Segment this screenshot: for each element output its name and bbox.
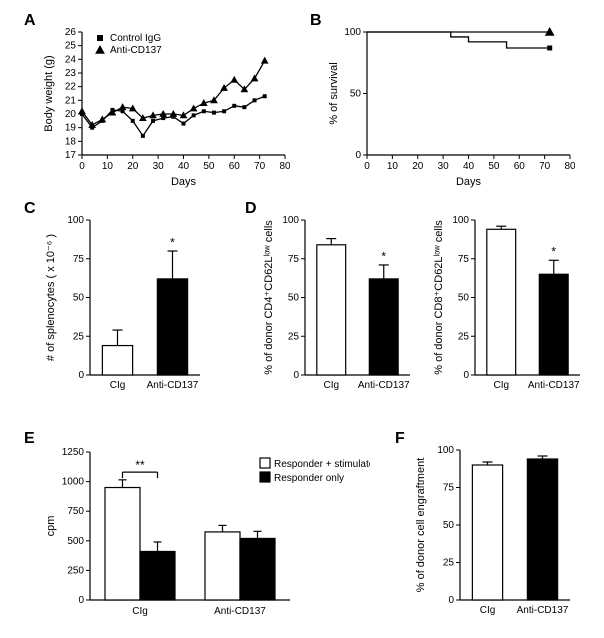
svg-text:50: 50 [443, 520, 455, 531]
svg-text:250: 250 [67, 565, 84, 576]
svg-text:23: 23 [65, 68, 77, 79]
svg-text:25: 25 [73, 331, 85, 342]
svg-text:80: 80 [279, 161, 290, 172]
svg-text:50: 50 [73, 293, 85, 304]
svg-text:*: * [551, 245, 556, 259]
svg-text:Responder + stimulator: Responder + stimulator [274, 459, 370, 470]
chart-survival: 0 10 20 30 40 50 60 70 80 0 50 100 Days % of survival [325, 20, 575, 190]
svg-text:0: 0 [448, 595, 454, 606]
svg-text:CIg: CIg [132, 606, 148, 617]
svg-text:25: 25 [65, 41, 77, 52]
svg-text:1000: 1000 [62, 477, 85, 488]
svg-text:0: 0 [364, 161, 370, 172]
svg-text:40: 40 [178, 161, 190, 172]
svg-text:60: 60 [514, 161, 526, 172]
svg-text:20: 20 [412, 161, 424, 172]
svg-text:50: 50 [458, 293, 470, 304]
svg-text:40: 40 [463, 161, 475, 172]
svg-text:21: 21 [65, 95, 77, 106]
svg-text:750: 750 [67, 506, 84, 517]
svg-text:70: 70 [254, 161, 266, 172]
svg-text:24: 24 [65, 54, 77, 65]
svg-text:# of splenocytes ( x 10⁻⁶ ): # of splenocytes ( x 10⁻⁶ ) [45, 234, 57, 361]
svg-text:CIg: CIg [110, 380, 126, 391]
svg-text:17: 17 [65, 150, 77, 161]
svg-text:Anti-CD137: Anti-CD137 [517, 605, 569, 616]
svg-text:% of survival: % of survival [328, 62, 340, 124]
svg-text:0: 0 [78, 595, 84, 606]
svg-text:*: * [381, 249, 386, 263]
svg-text:18: 18 [65, 136, 77, 147]
svg-text:CIg: CIg [480, 605, 496, 616]
svg-text:% of donor CD4⁺CD62Lˡᵒʷ cells: % of donor CD4⁺CD62Lˡᵒʷ cells [263, 220, 275, 375]
svg-text:100: 100 [437, 445, 454, 456]
svg-text:25: 25 [458, 331, 470, 342]
svg-text:50: 50 [350, 89, 362, 100]
svg-text:Days: Days [171, 176, 197, 188]
svg-text:19: 19 [65, 123, 77, 134]
svg-text:Days: Days [456, 176, 482, 188]
svg-text:0: 0 [78, 370, 84, 381]
svg-text:75: 75 [443, 483, 455, 494]
panel-label-c: C [24, 200, 36, 218]
svg-text:Anti-CD137: Anti-CD137 [214, 606, 266, 617]
svg-text:75: 75 [73, 254, 85, 265]
panel-label-f: F [395, 430, 405, 448]
chart-cd4-cd62l: 0 25 50 75 100 % of donor CD4⁺CD62Lˡᵒʷ cells C… [260, 210, 415, 410]
svg-text:10: 10 [102, 161, 114, 172]
panel-label-a: A [24, 12, 36, 30]
chart-engraftment: 0 25 50 75 100 % of donor cell engraftment CIg… [410, 440, 580, 630]
svg-text:100: 100 [282, 215, 299, 226]
svg-text:Control IgG: Control IgG [110, 33, 161, 44]
svg-text:60: 60 [229, 161, 241, 172]
panel-label-e: E [24, 430, 35, 448]
svg-text:20: 20 [127, 161, 139, 172]
svg-text:100: 100 [452, 215, 469, 226]
svg-text:1250: 1250 [62, 447, 85, 458]
chart-cd8-cd62l: 0 25 50 75 100 % of donor CD8⁺CD62Lˡᵒʷ cells C… [430, 210, 585, 410]
svg-text:30: 30 [153, 161, 165, 172]
svg-text:80: 80 [564, 161, 575, 172]
panel-label-b: B [310, 12, 322, 30]
svg-text:30: 30 [438, 161, 450, 172]
svg-text:20: 20 [65, 109, 77, 120]
svg-text:Anti-CD137: Anti-CD137 [110, 45, 162, 56]
svg-text:Anti-CD137: Anti-CD137 [528, 380, 580, 391]
svg-text:26: 26 [65, 27, 77, 38]
svg-text:Anti-CD137: Anti-CD137 [358, 380, 410, 391]
svg-text:50: 50 [488, 161, 500, 172]
svg-text:25: 25 [443, 558, 455, 569]
svg-text:0: 0 [293, 370, 299, 381]
svg-text:22: 22 [65, 82, 77, 93]
svg-text:% of donor cell engraftment: % of donor cell engraftment [415, 458, 427, 593]
svg-text:% of donor CD8⁺CD62Lˡᵒʷ cells: % of donor CD8⁺CD62Lˡᵒʷ cells [433, 220, 445, 375]
chart-splenocytes: 0 25 50 75 100 # of splenocytes ( x 10⁻⁶ ) CIg… [40, 210, 210, 410]
svg-text:Anti-CD137: Anti-CD137 [147, 380, 199, 391]
svg-text:70: 70 [539, 161, 551, 172]
svg-text:100: 100 [67, 215, 84, 226]
svg-text:CIg: CIg [493, 380, 509, 391]
svg-text:75: 75 [458, 254, 470, 265]
svg-text:Responder only: Responder only [274, 473, 344, 484]
panel-label-d: D [245, 200, 257, 218]
svg-text:0: 0 [79, 161, 85, 172]
svg-text:**: ** [135, 458, 145, 472]
chart-body-weight: 0 10 20 30 40 50 60 70 80 17 18 19 20 21 22 23 24 25 26 Day… [40, 20, 290, 190]
svg-text:*: * [170, 235, 175, 249]
svg-text:Body weight (g): Body weight (g) [43, 55, 55, 131]
svg-text:500: 500 [67, 536, 84, 547]
chart-cpm: 0 250 500 750 1000 1250 cpm CIg Anti-CD137 ** Resp… [40, 440, 370, 630]
svg-text:cpm: cpm [45, 516, 57, 537]
svg-text:75: 75 [288, 254, 300, 265]
svg-text:0: 0 [355, 150, 361, 161]
svg-text:10: 10 [387, 161, 399, 172]
svg-text:50: 50 [203, 161, 215, 172]
svg-text:50: 50 [288, 293, 300, 304]
svg-text:0: 0 [463, 370, 469, 381]
svg-text:25: 25 [288, 331, 300, 342]
svg-text:CIg: CIg [323, 380, 339, 391]
svg-text:100: 100 [344, 27, 361, 38]
